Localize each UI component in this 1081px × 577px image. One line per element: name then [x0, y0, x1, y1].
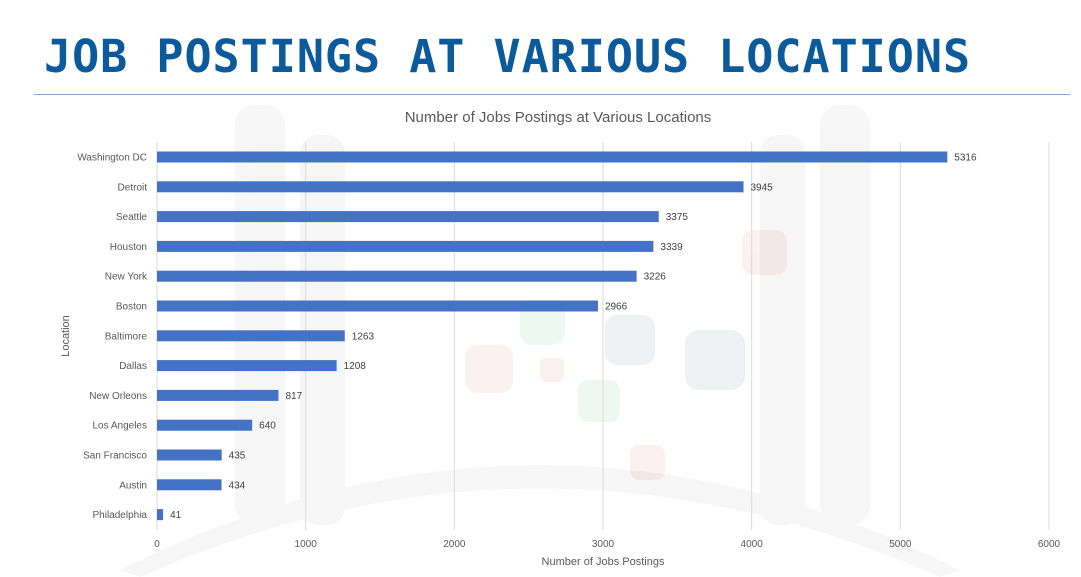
- y-axis-title: Location: [60, 315, 72, 357]
- x-axis-title: Number of Jobs Postings: [542, 556, 665, 568]
- bar: [157, 389, 279, 401]
- data-label: 41: [170, 510, 182, 521]
- data-label: 2966: [605, 302, 628, 313]
- category-label: Baltimore: [105, 331, 148, 342]
- category-labels: Washington DC Detroit Seattle Houston New Yo…: [77, 153, 148, 522]
- slide-title: JOB POSTINGS AT VARIOUS LOCATIONS: [44, 30, 972, 83]
- bar: [157, 509, 164, 521]
- category-label: San Francisco: [83, 451, 147, 462]
- data-label: 434: [229, 480, 246, 491]
- background-watermark: [120, 105, 960, 577]
- x-tick-label: 4000: [741, 539, 764, 550]
- category-label: Washington DC: [77, 153, 147, 164]
- category-label: Austin: [119, 480, 147, 491]
- x-tick-label: 1000: [295, 539, 318, 550]
- bar: [157, 151, 948, 163]
- x-tick-label: 2000: [443, 539, 466, 550]
- bar: [157, 419, 253, 431]
- data-label: 3339: [660, 242, 683, 253]
- data-label: 817: [285, 391, 302, 402]
- category-label: Philadelphia: [93, 510, 148, 521]
- gridlines: [156, 142, 1050, 530]
- bar: [157, 360, 337, 372]
- data-label: 3226: [644, 272, 667, 283]
- bar: [157, 330, 345, 342]
- x-tick-label: 0: [154, 539, 160, 550]
- data-label: 3945: [750, 182, 773, 193]
- bar: [157, 300, 598, 312]
- bar: [157, 270, 637, 282]
- category-label: Detroit: [118, 182, 148, 193]
- bar: [157, 240, 654, 252]
- data-label: 5316: [954, 153, 977, 164]
- data-label: 435: [229, 451, 246, 462]
- x-tick-label: 5000: [889, 539, 912, 550]
- category-label: New York: [105, 272, 148, 283]
- data-label: 3375: [666, 212, 689, 223]
- data-labels: 5316 3945 3375 3339 3226 2966 1263 1208 817 640 43…: [170, 153, 977, 522]
- x-tick-label: 3000: [592, 539, 615, 550]
- data-label: 1263: [352, 331, 375, 342]
- chart-title: Number of Jobs Postings at Various Locat…: [405, 109, 712, 126]
- bar: [157, 449, 222, 461]
- bar: [157, 211, 659, 223]
- title-divider: [34, 94, 1070, 95]
- data-label: 1208: [344, 361, 367, 372]
- category-label: Dallas: [119, 361, 147, 372]
- bar: [157, 181, 744, 193]
- bars: [157, 151, 948, 521]
- category-label: Boston: [116, 302, 147, 313]
- category-label: Los Angeles: [93, 421, 148, 432]
- x-tick-labels: 0 1000 2000 3000 4000 5000 6000: [154, 539, 1060, 550]
- category-label: Seattle: [116, 212, 148, 223]
- category-label: New Orleons: [89, 391, 147, 402]
- bar: [157, 479, 222, 491]
- category-label: Houston: [110, 242, 147, 253]
- bar-chart: Number of Jobs Postings at Various Locat…: [60, 109, 1061, 568]
- data-label: 640: [259, 421, 276, 432]
- x-tick-label: 6000: [1038, 539, 1061, 550]
